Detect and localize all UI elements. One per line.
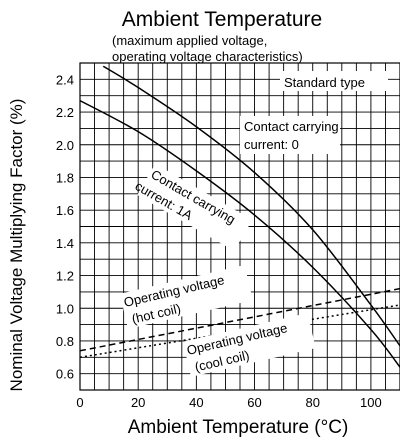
series-label-current-1a: Contact carrying current: 1A bbox=[133, 163, 253, 252]
line-operating-hot-coil bbox=[79, 287, 400, 352]
line-contact-current-1a bbox=[79, 99, 400, 368]
chart-title: Ambient Temperature bbox=[122, 8, 322, 31]
x-tick-label: 40 bbox=[189, 395, 203, 410]
plot-frame bbox=[79, 62, 400, 391]
x-tick-label: 100 bbox=[360, 395, 382, 410]
line-operating-cool-coil bbox=[79, 304, 400, 359]
y-tick-label: 1.0 bbox=[56, 301, 74, 316]
chart-subtitle-line-2: operating voltage characteristics) bbox=[112, 49, 303, 64]
y-tick-label: 2.2 bbox=[56, 105, 74, 120]
y-tick-label: 0.8 bbox=[56, 334, 74, 349]
x-tick-label: 20 bbox=[131, 395, 145, 410]
series-label-hot-coil: Operating voltage (hot coil) bbox=[119, 265, 253, 329]
chart-subtitle-line-1: (maximum applied voltage, bbox=[112, 33, 267, 48]
x-tick-label: 0 bbox=[76, 395, 83, 410]
tick-labels: 0.6 0.8 1.0 1.2 1.4 1.6 1.8 2.0 2.2 2.4 0 20 40 60 80 1… bbox=[56, 72, 382, 410]
x-tick-label: 60 bbox=[247, 395, 261, 410]
series-label-current-0-line-2: current: 0 bbox=[244, 137, 299, 152]
x-tick-label: 80 bbox=[305, 395, 319, 410]
legend-label: Standard type bbox=[284, 75, 365, 90]
y-tick-label: 1.2 bbox=[56, 269, 74, 284]
y-tick-label: 2.0 bbox=[56, 138, 74, 153]
y-axis-label: Nominal Voltage Multiplying Factor (%) bbox=[7, 99, 26, 392]
y-tick-label: 0.6 bbox=[56, 367, 74, 382]
y-tick-label: 2.4 bbox=[56, 72, 74, 87]
y-tick-label: 1.6 bbox=[56, 203, 74, 218]
series-lines bbox=[79, 65, 400, 368]
series-label-current-0: Contact carrying current: 0 bbox=[240, 116, 340, 154]
y-tick-label: 1.4 bbox=[56, 236, 74, 251]
line-contact-current-0 bbox=[102, 65, 400, 347]
series-label-current-0-line-1: Contact carrying bbox=[244, 119, 339, 134]
x-axis-label: Ambient Temperature (°C) bbox=[128, 417, 349, 438]
series-label-cool-coil: Operating voltage (cool coil) bbox=[182, 313, 316, 377]
legend: Standard type bbox=[280, 71, 388, 91]
y-tick-label: 1.8 bbox=[56, 170, 74, 185]
